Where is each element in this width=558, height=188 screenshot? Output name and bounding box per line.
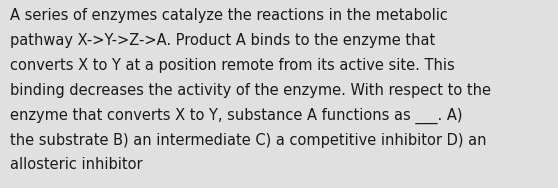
Text: converts X to Y at a position remote from its active site. This: converts X to Y at a position remote fro… (10, 58, 455, 73)
Text: enzyme that converts X to Y, substance A functions as ___. A): enzyme that converts X to Y, substance A… (10, 108, 463, 124)
Text: allosteric inhibitor: allosteric inhibitor (10, 157, 143, 172)
Text: the substrate B) an intermediate C) a competitive inhibitor D) an: the substrate B) an intermediate C) a co… (10, 133, 487, 148)
Text: A series of enzymes catalyze the reactions in the metabolic: A series of enzymes catalyze the reactio… (10, 8, 448, 24)
Text: pathway X->Y->Z->A. Product A binds to the enzyme that: pathway X->Y->Z->A. Product A binds to t… (10, 33, 435, 48)
Text: binding decreases the activity of the enzyme. With respect to the: binding decreases the activity of the en… (10, 83, 491, 98)
